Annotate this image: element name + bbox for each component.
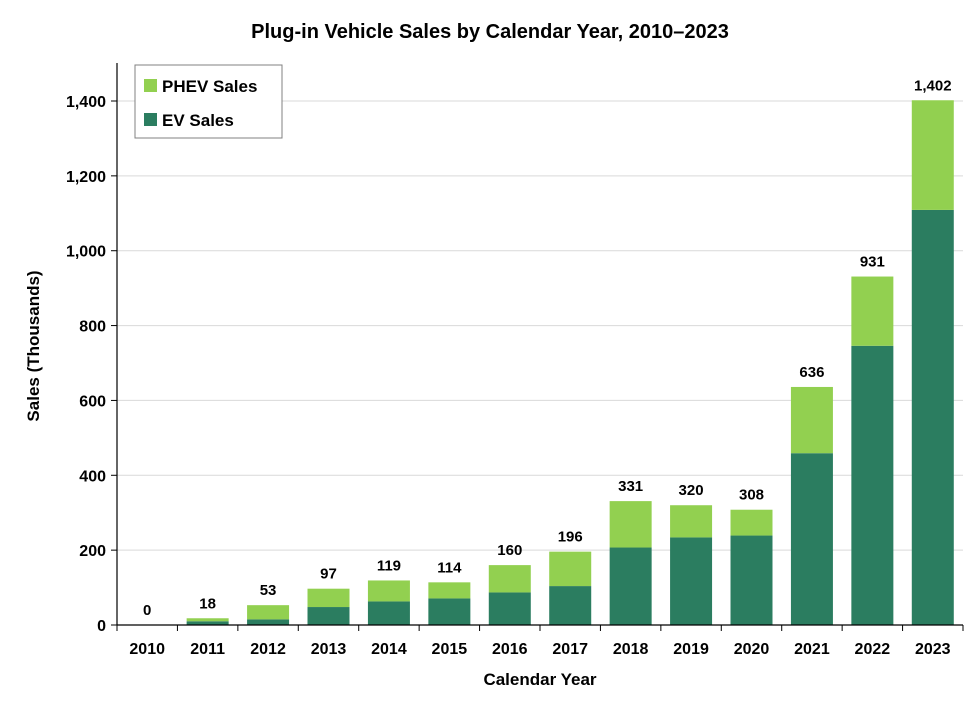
total-label-2015: 114 [437,559,462,576]
legend-ev-label: EV Sales [162,111,234,130]
legend-phev-label: PHEV Sales [162,77,257,96]
total-label-2013: 97 [320,566,337,583]
bar-phev-2011 [186,618,229,622]
chart-title: Plug-in Vehicle Sales by Calendar Year, … [251,21,729,43]
total-label-2012: 53 [260,582,277,599]
bar-phev-2015 [428,582,471,599]
x-tick-label-2010: 2010 [129,641,165,658]
bar-ev-2018 [609,547,652,625]
total-label-2010: 0 [143,602,151,619]
bar-ev-2011 [186,621,229,625]
x-tick-label-2016: 2016 [492,641,528,658]
x-tick-label-2012: 2012 [250,641,286,658]
y-tick-label: 600 [79,393,106,410]
y-tick-label: 1,400 [66,94,106,111]
legend-phev-swatch [144,79,157,92]
total-label-2023: 1,402 [914,77,952,94]
bar-phev-2013 [307,588,350,608]
bar-ev-2017 [549,586,592,625]
bar-ev-2013 [307,607,350,625]
bar-ev-2022 [851,345,894,625]
bar-phev-2018 [609,501,652,548]
y-tick-label: 1,000 [66,244,106,261]
x-tick-label-2011: 2011 [190,641,225,658]
bar-phev-2016 [488,565,531,593]
bars [186,100,954,625]
x-tick-label-2015: 2015 [432,641,468,658]
x-tick-label-2017: 2017 [552,641,588,658]
legend: PHEV Sales EV Sales [134,64,283,139]
bar-phev-2012 [247,605,290,620]
axes [116,63,964,631]
bar-ev-2021 [790,453,833,625]
bar-ev-2019 [670,537,713,625]
bar-phev-2020 [730,509,773,536]
y-tick-label: 200 [79,543,106,560]
total-label-2017: 196 [558,529,583,546]
total-label-2020: 308 [739,487,764,504]
y-tick-label: 0 [97,618,106,635]
bar-phev-2022 [851,276,894,346]
bar-ev-2015 [428,598,471,625]
x-tick-label-2020: 2020 [734,641,770,658]
total-label-2022: 931 [860,254,885,271]
bar-phev-2023 [911,100,954,210]
data-labels: 0 18 53 97 119 114 160 196 331 320 308 636 931 1,402 [143,77,952,619]
x-axis-title: Calendar Year [483,670,596,689]
total-label-2021: 636 [799,364,824,381]
x-tick-label-2019: 2019 [673,641,709,658]
y-tick-label: 800 [79,319,106,336]
x-tick-label-2018: 2018 [613,641,649,658]
bar-phev-2014 [367,580,410,602]
y-axis-title: Sales (Thousands) [24,270,43,421]
y-tick-label: 1,200 [66,169,106,186]
x-tick-label-2021: 2021 [794,641,830,658]
total-label-2016: 160 [497,542,522,559]
legend-box [134,64,283,139]
legend-ev-swatch [144,113,157,126]
x-tick-label-2014: 2014 [371,641,407,658]
bar-ev-2012 [247,619,290,625]
total-label-2019: 320 [679,482,704,499]
bar-phev-2019 [670,505,713,538]
bar-ev-2016 [488,592,531,625]
total-label-2018: 331 [618,478,643,495]
y-tick-label: 400 [79,468,106,485]
x-tick-label-2023: 2023 [915,641,951,658]
gridlines [111,100,963,626]
total-label-2014: 119 [377,557,401,574]
bar-ev-2014 [367,601,410,625]
bar-phev-2021 [790,386,833,454]
bar-ev-2023 [911,209,954,625]
x-tick-label-2022: 2022 [855,641,891,658]
bar-ev-2020 [730,535,773,625]
tick-labels: 0 200 400 600 800 1,000 1,200 1,400 2010 2011 2012… [66,94,951,658]
bar-phev-2017 [549,551,592,587]
x-tick-label-2013: 2013 [311,641,347,658]
total-label-2011: 18 [199,595,216,612]
